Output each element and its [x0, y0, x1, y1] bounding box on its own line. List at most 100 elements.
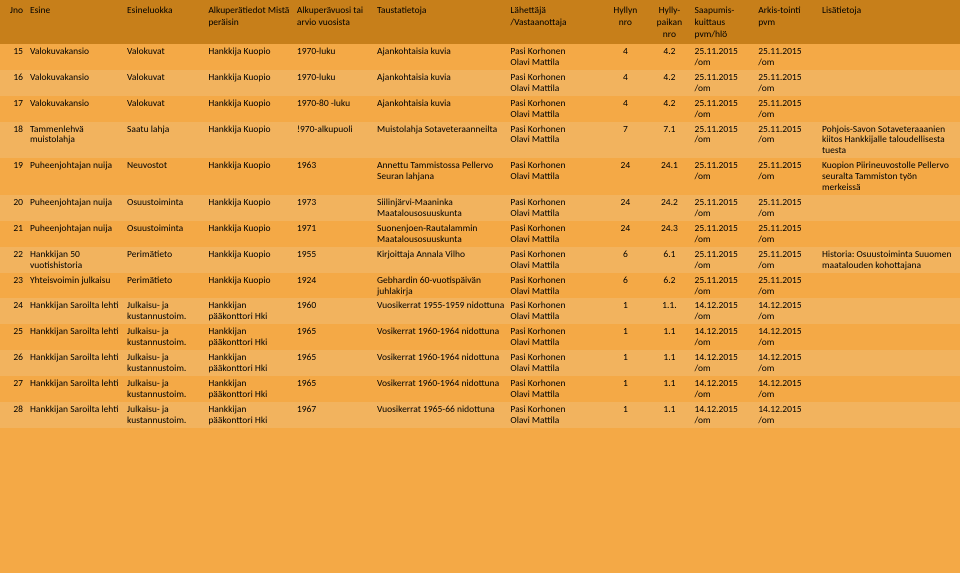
cell-esine: Valokuvakansio — [27, 96, 124, 122]
cell-taustatietoja: Vosikerrat 1960-1964 nidottuna — [374, 324, 507, 350]
cell-alkuperatiedot: Hankkija Kuopio — [205, 44, 294, 70]
cell-jno: 25 — [0, 324, 27, 350]
cell-arkistointi: 14.12.2015 /om — [755, 402, 819, 428]
cell-saapumis: 25.11.2015 /om — [692, 70, 756, 96]
cell-alkuperavuosi: 1970-luku — [294, 44, 374, 70]
cell-lisatietoja: Pohjois-Savon Sotaveteraaanien kiitos Ha… — [819, 122, 960, 159]
cell-taustatietoja: Ajankohtaisia kuvia — [374, 44, 507, 70]
cell-arkistointi: 25.11.2015 /om — [755, 195, 819, 221]
cell-arkistointi: 25.11.2015 /om — [755, 70, 819, 96]
cell-alkuperatiedot: Hankkijan pääkonttori Hki — [205, 324, 294, 350]
cell-hyllyn: 6 — [603, 273, 647, 299]
cell-saapumis: 25.11.2015 /om — [692, 273, 756, 299]
cell-esineluokka: Osuustoiminta — [124, 195, 205, 221]
cell-saapumis: 25.11.2015 /om — [692, 122, 756, 159]
cell-alkuperatiedot: Hankkija Kuopio — [205, 158, 294, 195]
cell-esineluokka: Valokuvat — [124, 70, 205, 96]
cell-alkuperavuosi: 1965 — [294, 324, 374, 350]
cell-paikan: 24.1 — [647, 158, 691, 195]
cell-saapumis: 14.12.2015 /om — [692, 350, 756, 376]
cell-hyllyn: 4 — [603, 70, 647, 96]
table-row: 23Yhteisvoimin julkaisuPerimätietoHankki… — [0, 273, 960, 299]
cell-esineluokka: Neuvostot — [124, 158, 205, 195]
cell-esineluokka: Julkaisu- ja kustannustoim. — [124, 350, 205, 376]
cell-lahettaja: Pasi Korhonen Olavi Mattila — [507, 221, 603, 247]
cell-paikan: 24.2 — [647, 195, 691, 221]
table-row: 18Tammenlehvä muistolahjaSaatu lahjaHank… — [0, 122, 960, 159]
cell-alkuperavuosi: 1973 — [294, 195, 374, 221]
cell-paikan: 7.1 — [647, 122, 691, 159]
col-taustatietoja: Taustatietoja — [374, 0, 507, 44]
col-jno: Jno — [0, 0, 27, 44]
cell-paikan: 4.2 — [647, 44, 691, 70]
cell-esineluokka: Perimätieto — [124, 273, 205, 299]
cell-alkuperatiedot: Hankkija Kuopio — [205, 221, 294, 247]
cell-lisatietoja — [819, 324, 960, 350]
cell-lisatietoja — [819, 402, 960, 428]
cell-jno: 17 — [0, 96, 27, 122]
cell-hyllyn: 1 — [603, 376, 647, 402]
cell-taustatietoja: Muistolahja Sotaveteraanneilta — [374, 122, 507, 159]
cell-taustatietoja: Ajankohtaisia kuvia — [374, 96, 507, 122]
cell-lisatietoja — [819, 298, 960, 324]
cell-lahettaja: Pasi Korhonen Olavi Mattila — [507, 324, 603, 350]
table-row: 24Hankkijan Saroilta lehtiJulkaisu- ja k… — [0, 298, 960, 324]
table-row: 20Puheenjohtajan nuijaOsuustoimintaHankk… — [0, 195, 960, 221]
cell-arkistointi: 14.12.2015 /om — [755, 350, 819, 376]
cell-lahettaja: Pasi Korhonen Olavi Mattila — [507, 376, 603, 402]
cell-arkistointi: 14.12.2015 /om — [755, 376, 819, 402]
cell-alkuperavuosi: 1960 — [294, 298, 374, 324]
cell-hyllyn: 1 — [603, 298, 647, 324]
cell-hyllyn: 24 — [603, 221, 647, 247]
cell-alkuperavuosi: 1967 — [294, 402, 374, 428]
cell-lahettaja: Pasi Korhonen Olavi Mattila — [507, 402, 603, 428]
cell-hyllyn: 1 — [603, 402, 647, 428]
cell-jno: 21 — [0, 221, 27, 247]
cell-esineluokka: Saatu lahja — [124, 122, 205, 159]
cell-lahettaja: Pasi Korhonen Olavi Mattila — [507, 195, 603, 221]
table-body: 15ValokuvakansioValokuvatHankkija Kuopio… — [0, 44, 960, 428]
cell-paikan: 6.1 — [647, 247, 691, 273]
cell-alkuperatiedot: Hankkija Kuopio — [205, 122, 294, 159]
col-lahettaja: Lähettäjä /Vastaanottaja — [507, 0, 603, 44]
cell-esine: Valokuvakansio — [27, 70, 124, 96]
cell-paikan: 1.1 — [647, 324, 691, 350]
cell-alkuperavuosi: 1971 — [294, 221, 374, 247]
cell-jno: 27 — [0, 376, 27, 402]
cell-paikan: 4.2 — [647, 96, 691, 122]
cell-hyllyn: 24 — [603, 158, 647, 195]
table-row: 16ValokuvakansioValokuvatHankkija Kuopio… — [0, 70, 960, 96]
cell-lahettaja: Pasi Korhonen Olavi Mattila — [507, 122, 603, 159]
cell-jno: 24 — [0, 298, 27, 324]
cell-lahettaja: Pasi Korhonen Olavi Mattila — [507, 247, 603, 273]
cell-arkistointi: 25.11.2015 /om — [755, 247, 819, 273]
table-row: 25Hankkijan Saroilta lehtiJulkaisu- ja k… — [0, 324, 960, 350]
cell-alkuperatiedot: Hankkijan pääkonttori Hki — [205, 298, 294, 324]
cell-esineluokka: Julkaisu- ja kustannustoim. — [124, 376, 205, 402]
cell-esine: Hankkijan Saroilta lehti — [27, 402, 124, 428]
table-row: 19Puheenjohtajan nuijaNeuvostotHankkija … — [0, 158, 960, 195]
cell-hyllyn: 6 — [603, 247, 647, 273]
cell-arkistointi: 25.11.2015 /om — [755, 96, 819, 122]
cell-arkistointi: 14.12.2015 /om — [755, 324, 819, 350]
cell-jno: 19 — [0, 158, 27, 195]
cell-taustatietoja: Vosikerrat 1960-1964 nidottuna — [374, 350, 507, 376]
cell-lisatietoja — [819, 70, 960, 96]
cell-taustatietoja: Vosikerrat 1960-1964 nidottuna — [374, 376, 507, 402]
cell-arkistointi: 25.11.2015 /om — [755, 122, 819, 159]
cell-paikan: 1.1 — [647, 376, 691, 402]
cell-hyllyn: 24 — [603, 195, 647, 221]
cell-saapumis: 14.12.2015 /om — [692, 402, 756, 428]
cell-jno: 22 — [0, 247, 27, 273]
cell-alkuperavuosi: 1963 — [294, 158, 374, 195]
cell-alkuperatiedot: Hankkijan pääkonttori Hki — [205, 376, 294, 402]
cell-jno: 28 — [0, 402, 27, 428]
col-esine: Esine — [27, 0, 124, 44]
col-esineluokka: Esineluokka — [124, 0, 205, 44]
cell-hyllyn: 7 — [603, 122, 647, 159]
cell-saapumis: 14.12.2015 /om — [692, 324, 756, 350]
cell-esine: Hankkijan Saroilta lehti — [27, 350, 124, 376]
cell-alkuperatiedot: Hankkijan pääkonttori Hki — [205, 402, 294, 428]
cell-alkuperavuosi: 1955 — [294, 247, 374, 273]
cell-alkuperatiedot: Hankkija Kuopio — [205, 195, 294, 221]
